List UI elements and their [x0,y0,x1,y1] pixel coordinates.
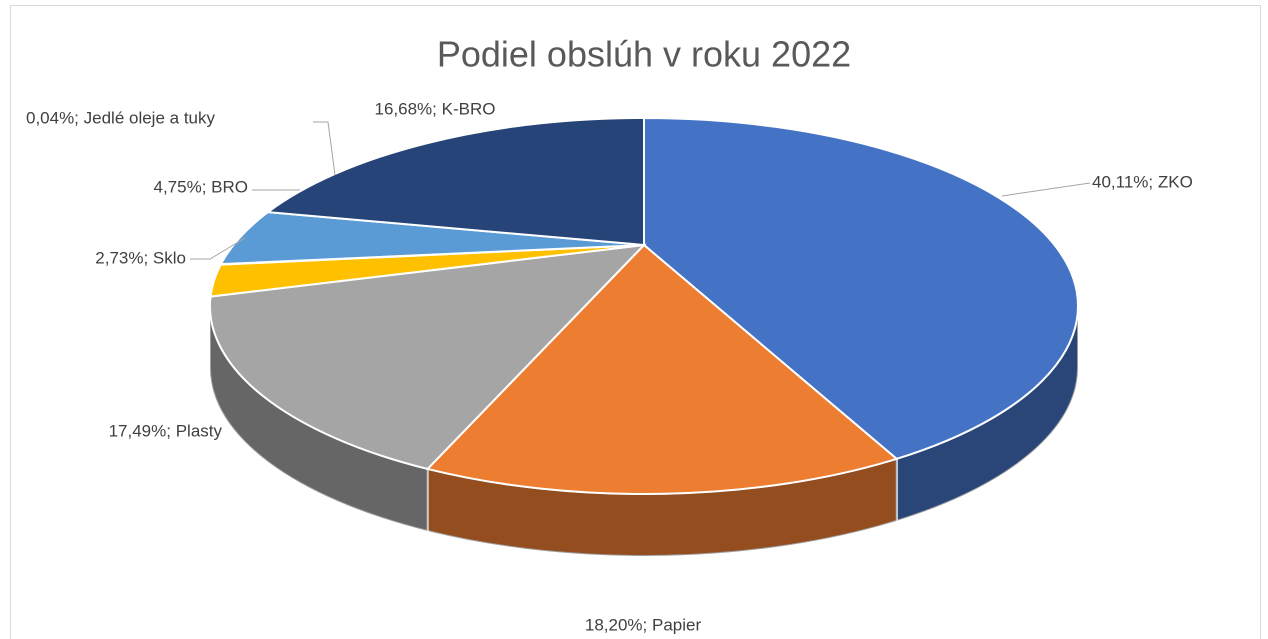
slice [425,243,899,495]
slice [209,243,647,471]
slice-side-shade [210,306,428,531]
data-label: 18,20%; Papier [585,615,702,634]
slice-side-shade [896,306,1078,521]
slice-side-shade [427,458,897,556]
data-label: 2,73%; Sklo [95,248,186,267]
leader-line [190,237,246,260]
slice [643,116,1079,460]
slice [265,116,645,247]
data-label: 0,04%; Jedlé oleje a tuky [26,108,216,127]
data-label: 40,11%; ZKO [1092,172,1193,191]
data-label: 17,49%; Plasty [109,421,223,440]
data-label: 16,68%; K-BRO [375,99,496,118]
leader-line [1001,182,1091,197]
data-label: 4,75%; BRO [154,177,249,196]
chart-title: Podiel obslúh v roku 2022 [437,34,851,75]
leader-line [313,121,336,176]
